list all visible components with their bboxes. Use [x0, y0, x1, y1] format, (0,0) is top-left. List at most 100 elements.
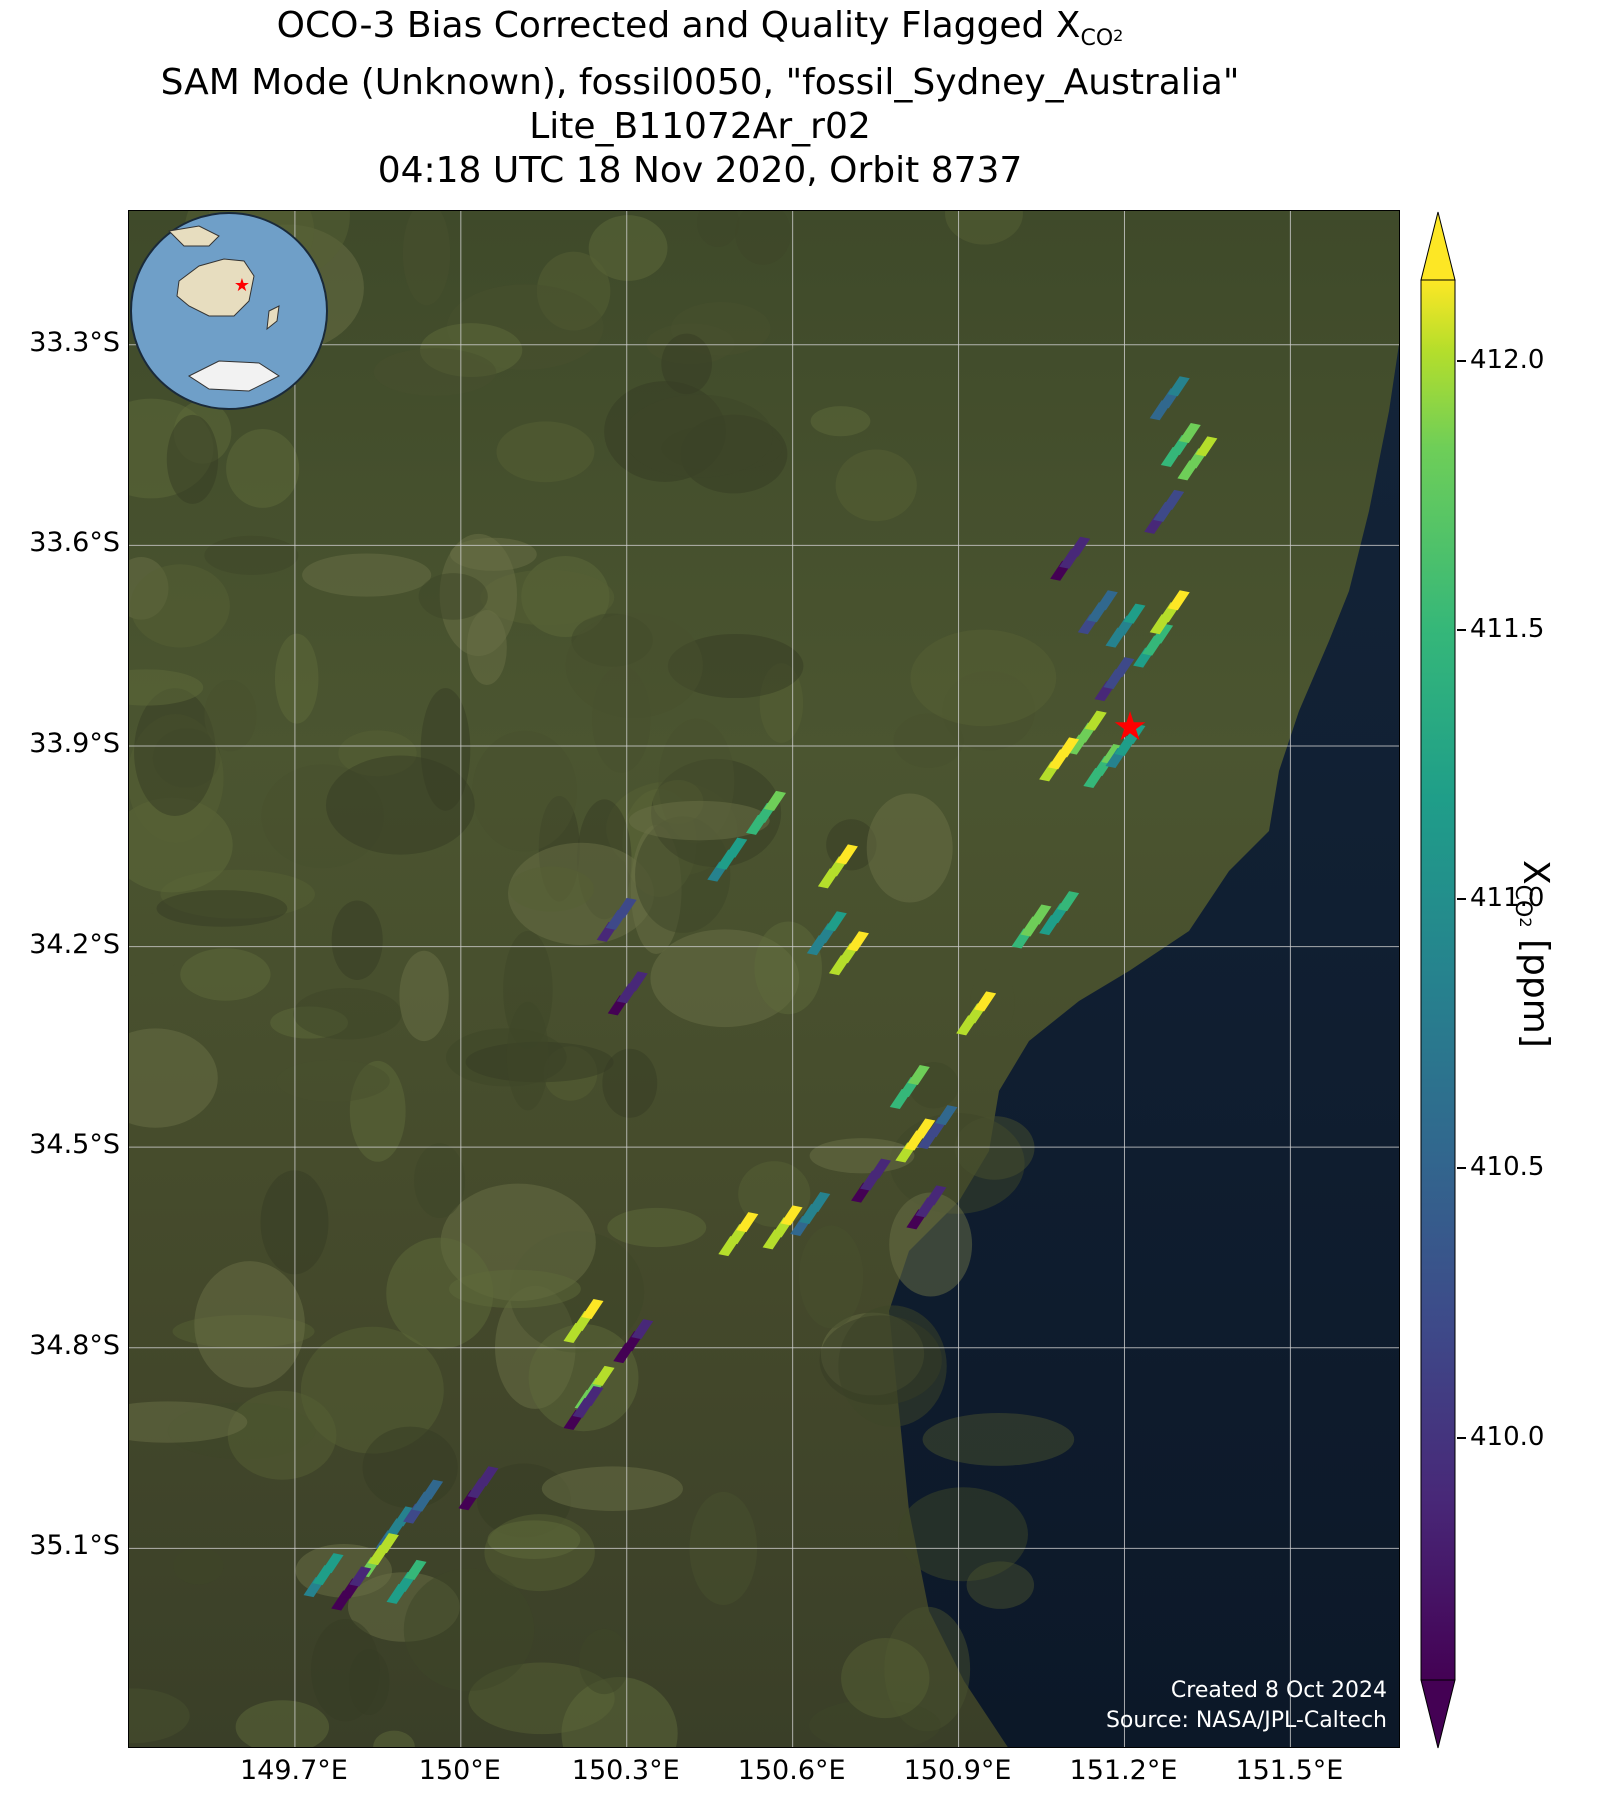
- terrain-patch: [528, 1324, 639, 1432]
- sounding-footprint: [924, 1185, 947, 1206]
- terrain-patch: [922, 1412, 1075, 1466]
- latitude-tick-label: 33.6°S: [29, 527, 120, 559]
- sounding-footprint: [376, 1533, 399, 1554]
- sounding-footprint: [1112, 657, 1135, 678]
- sounding-footprint: [1123, 723, 1146, 744]
- chart-title: OCO-3 Bias Corrected and Quality Flagged…: [0, 4, 1400, 193]
- latitude-tick-label: 34.5°S: [29, 1129, 120, 1161]
- longitude-tick-label: 151.5°E: [1235, 1755, 1344, 1786]
- terrain-patch: [910, 629, 1057, 727]
- sounding-footprint: [1095, 590, 1118, 611]
- sounding-footprint: [631, 1319, 654, 1340]
- terrain-patch: [386, 1237, 494, 1350]
- ocean-area: [889, 344, 1399, 1747]
- terrain-patch: [696, 211, 740, 248]
- terrain-patch: [819, 1315, 942, 1405]
- terrain-patch: [194, 1261, 305, 1388]
- latitude-tick-label: 35.1°S: [29, 1530, 120, 1562]
- sounding-footprint: [869, 1158, 892, 1179]
- sounding-footprint: [725, 837, 748, 858]
- terrain-patch: [129, 1401, 248, 1443]
- terrain-patch: [373, 1730, 415, 1747]
- terrain-patch: [508, 866, 594, 912]
- map-panel: ★ ★ Created 8 Oct 2024 Source: NASA/JPL-…: [128, 210, 1400, 1748]
- sounding-footprint: [476, 1466, 499, 1487]
- terrain-patch: [565, 612, 703, 718]
- terrain-patch: [841, 1638, 930, 1719]
- terrain-patch: [226, 429, 300, 508]
- colorbar-tick-label: 411.5: [1470, 614, 1545, 644]
- sounding-footprint: [1178, 423, 1201, 444]
- terrain-patch: [300, 1326, 444, 1454]
- title-line-1: OCO-3 Bias Corrected and Quality Flagged…: [276, 5, 1124, 51]
- terrain-patch: [331, 900, 383, 980]
- sounding-footprint: [404, 1559, 427, 1580]
- terrain-patch: [966, 1561, 1035, 1609]
- terrain-patch: [180, 948, 271, 1001]
- sounding-footprint: [1068, 536, 1091, 557]
- terrain-patch: [204, 680, 257, 752]
- sounding-footprint: [1057, 891, 1080, 912]
- terrain-patch: [276, 1059, 390, 1102]
- terrain-patch: [130, 564, 230, 648]
- terrain-patch: [418, 573, 488, 620]
- title-line-2: SAM Mode (Unknown), fossil0050, "fossil_…: [160, 62, 1240, 103]
- sounding-footprint: [1167, 590, 1190, 611]
- terrain-patch: [227, 1390, 337, 1480]
- sounding-footprint: [1167, 376, 1190, 397]
- inset-star-icon: ★: [234, 275, 250, 296]
- terrain-patch: [898, 1487, 1029, 1582]
- sounding-footprint: [581, 1385, 604, 1406]
- terrain-patch: [798, 1225, 864, 1329]
- longitude-tick-label: 150.6°E: [737, 1755, 846, 1786]
- latitude-tick-label: 34.2°S: [29, 928, 120, 960]
- sounding-footprint: [808, 1192, 831, 1213]
- target-marker: ★: [1112, 704, 1148, 750]
- sounding-footprint: [1162, 489, 1185, 510]
- antarctica-landmass: [187, 360, 281, 392]
- terrain-patch: [487, 1520, 581, 1560]
- colorbar-tick-mark: [1457, 1167, 1466, 1170]
- terrain-patch: [866, 793, 953, 903]
- terrain-patch: [588, 215, 668, 281]
- sounding-footprint: [321, 1553, 344, 1574]
- sounding-footprint: [835, 844, 858, 865]
- colorbar-label: XCO2 [ppm]: [1510, 860, 1556, 1048]
- colorbar-extend-min: [1420, 1679, 1456, 1749]
- sounding-footprint: [1195, 436, 1218, 457]
- terrain-patch: [810, 406, 871, 437]
- terrain-patch: [628, 800, 770, 841]
- terrain-patch: [129, 669, 204, 706]
- sounding-footprint: [764, 790, 786, 811]
- terrain-patch: [541, 1466, 683, 1511]
- sounding-footprint: [421, 1479, 444, 1500]
- map-canvas: ★: [129, 211, 1399, 1747]
- terrain-patch: [173, 1547, 224, 1585]
- terrain-patch: [602, 1048, 658, 1118]
- credit-created: Created 8 Oct 2024: [1170, 1678, 1387, 1703]
- sounding-footprint: [1029, 904, 1052, 925]
- terrain-patch: [635, 816, 731, 933]
- terrain-patch: [235, 1700, 330, 1747]
- longitude-tick-label: 150.9°E: [903, 1755, 1012, 1786]
- australia-landmass: [176, 258, 255, 317]
- terrain-patch: [945, 211, 1023, 245]
- terrain-patch: [362, 1426, 458, 1509]
- map-gridlines: [129, 211, 1399, 1747]
- terrain-patch: [274, 633, 319, 724]
- title-line-4: 04:18 UTC 18 Nov 2020, Orbit 8737: [377, 150, 1023, 191]
- terrain-patch: [496, 421, 595, 483]
- colorbar-tick-label: 410.5: [1470, 1152, 1545, 1183]
- terrain-patch: [156, 890, 288, 927]
- terrain-patch: [414, 1143, 466, 1219]
- longitude-tick-label: 150.3°E: [571, 1755, 680, 1786]
- sounding-footprint: [592, 1365, 615, 1386]
- terrain-patch: [754, 921, 822, 1015]
- sounding-footprint: [625, 971, 648, 992]
- terrain-patch: [204, 535, 299, 575]
- xco2-soundings: [303, 376, 1218, 1611]
- colorbar: [1420, 211, 1456, 1749]
- terrain-patch: [402, 211, 451, 306]
- longitude-tick-label: 151.2°E: [1069, 1755, 1178, 1786]
- latitude-tick-label: 33.9°S: [29, 727, 120, 759]
